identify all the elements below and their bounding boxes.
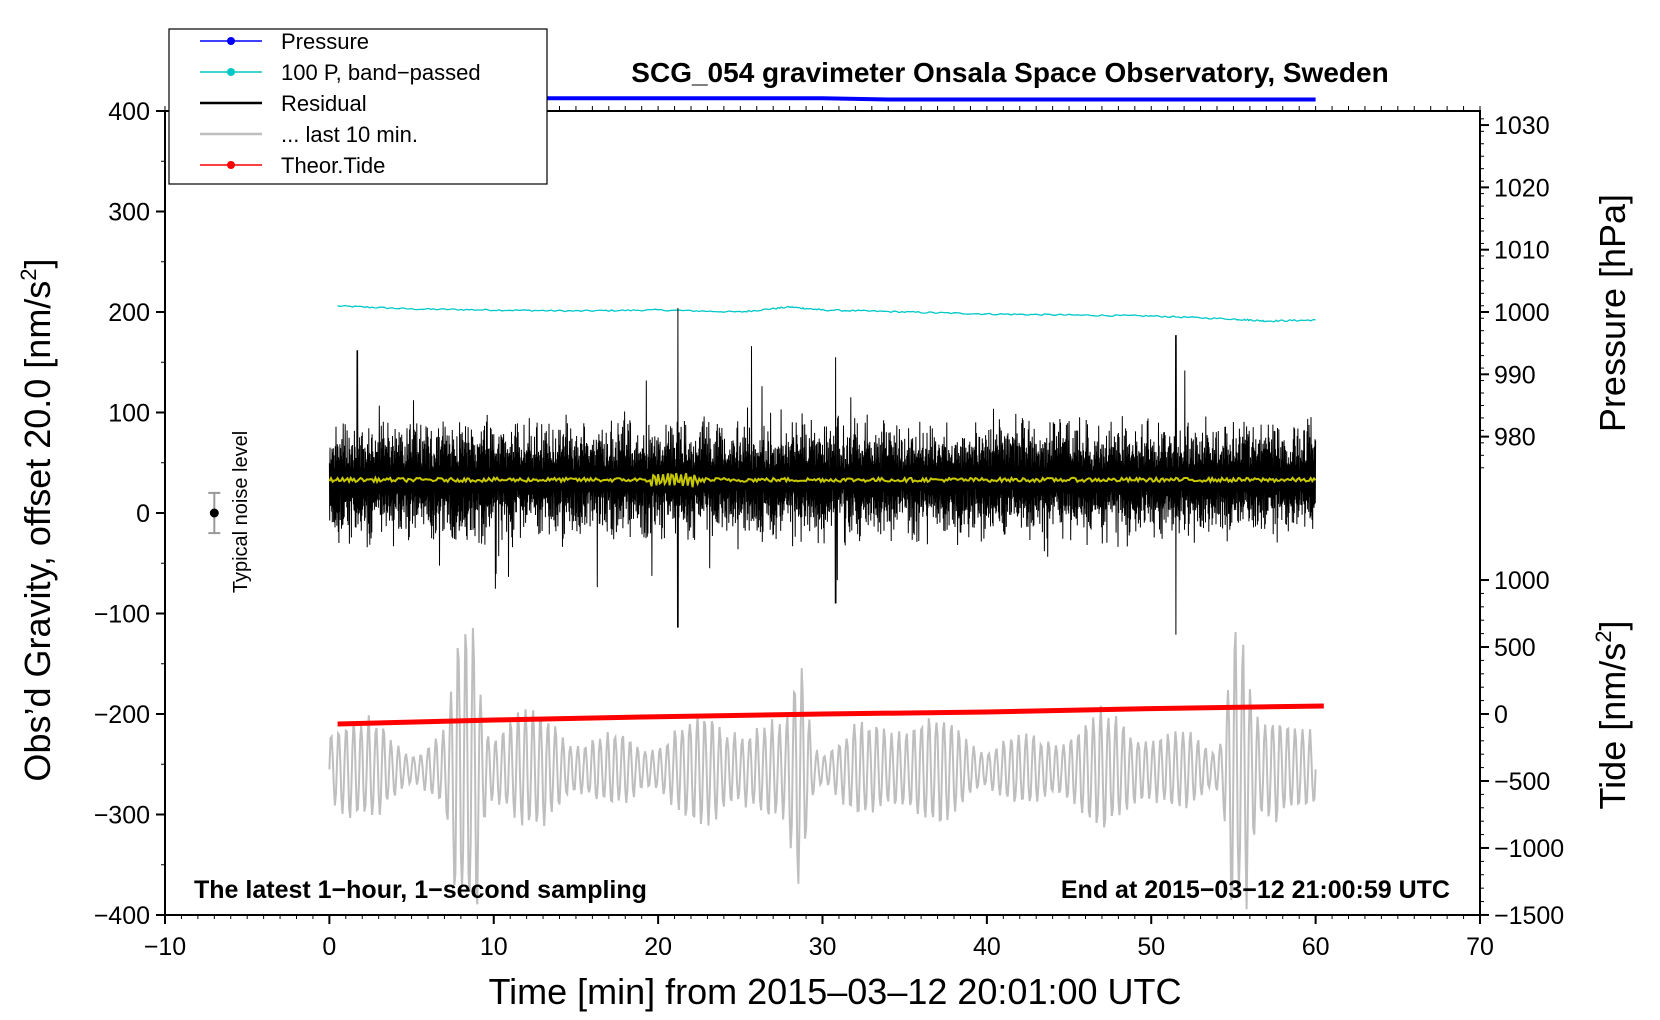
y-axis-left-label-main: Obs’d Gravity, offset 20.0 [nm/s [17, 281, 58, 782]
legend-items: Pressure 100 P, band−passed Residual ... la… [200, 29, 481, 178]
y-axis-left-label: Obs’d Gravity, offset 20.0 [nm/s2] [16, 258, 58, 781]
legend-label: 100 P, band−passed [281, 60, 481, 85]
x-axis: −10 0 10 20 30 40 50 60 70 [144, 915, 1494, 961]
y-axis-left: 400 300 200 100 0 −100 −200 −300 −400 [94, 98, 165, 930]
pressure-tick-label: 1010 [1494, 237, 1550, 265]
noise-level-label: Typical noise level [230, 431, 252, 593]
series-residual-smoothed-line [328, 472, 1317, 488]
series-bandpassed-line [337, 304, 1316, 323]
y-axis-right-pressure-label: Pressure [hPa] [1592, 194, 1633, 432]
y-left-tick-label: 300 [108, 199, 150, 227]
y-axis-right-tide-label-end: ] [1592, 621, 1633, 631]
y-left-tick-label: −400 [94, 902, 150, 930]
pressure-tick-label: 980 [1494, 424, 1536, 452]
x-axis-label: Time [min] from 2015–03–12 20:01:00 UTC [488, 971, 1181, 1012]
y-axis-right-tide-label-main: Tide [nm/s [1592, 643, 1633, 810]
legend-box [168, 28, 548, 185]
tide-tick-label: 0 [1494, 701, 1508, 729]
x-tick-label: 10 [480, 933, 508, 961]
y-axis-left-label-end: ] [17, 258, 58, 268]
series-last10min-line [328, 627, 1317, 910]
tide-tick-label: 1000 [1494, 567, 1550, 595]
legend: Pressure 100 P, band−passed Residual ... la… [168, 28, 548, 185]
pressure-tick-label: 990 [1494, 361, 1536, 389]
y-axis-right-tide-label: Tide [nm/s2] [1591, 621, 1633, 810]
x-tick-label: 70 [1466, 933, 1494, 961]
y-axis-right-tide-label-sup: 2 [1591, 631, 1616, 643]
x-tick-label: 60 [1302, 933, 1330, 961]
pressure-tick-label: 1030 [1494, 112, 1550, 140]
y-left-tick-label: −200 [94, 701, 150, 729]
y-left-tick-label: 100 [108, 400, 150, 428]
x-tick-label: 50 [1137, 933, 1165, 961]
legend-swatch-marker [227, 37, 235, 45]
legend-swatch-marker [227, 161, 235, 169]
pressure-tick-label: 1000 [1494, 299, 1550, 327]
series-layer [328, 96, 1324, 910]
legend-label: Pressure [281, 29, 369, 54]
annotation-bottom-right: End at 2015−03−12 21:00:59 UTC [1061, 876, 1450, 904]
legend-label: Theor.Tide [281, 153, 385, 178]
y-left-tick-label: 0 [136, 500, 150, 528]
annotation-bottom-left: The latest 1−hour, 1−second sampling [194, 876, 647, 904]
series-residual-line [328, 307, 1317, 635]
x-tick-label: 20 [644, 933, 672, 961]
y-axis-right-tide: 1000 500 0 −500 −1000 −1500 [1480, 567, 1564, 930]
x-tick-label: 30 [809, 933, 837, 961]
y-axis-right-pressure: 1030 1020 1010 1000 990 980 [1480, 112, 1550, 469]
y-left-tick-label: −300 [94, 802, 150, 830]
x-tick-label: 40 [973, 933, 1001, 961]
pressure-tick-label: 1020 [1494, 174, 1550, 202]
y-left-tick-label: 200 [108, 299, 150, 327]
typical-noise-bar [208, 491, 221, 535]
y-left-tick-label: 400 [108, 98, 150, 126]
x-tick-label: −10 [144, 933, 186, 961]
series-tide-line [337, 703, 1324, 727]
noise-bar-dot [209, 508, 219, 518]
x-tick-label: 0 [322, 933, 336, 961]
legend-swatch-marker [227, 68, 235, 76]
y-axis-left-label-sup: 2 [16, 268, 41, 280]
tide-tick-label: −1000 [1494, 835, 1564, 863]
legend-label: ... last 10 min. [281, 122, 418, 147]
chart-title: SCG_054 gravimeter Onsala Space Observat… [631, 57, 1388, 88]
tide-tick-label: −1500 [1494, 902, 1564, 930]
y-left-tick-label: −100 [94, 601, 150, 629]
tide-tick-label: −500 [1494, 768, 1550, 796]
legend-label: Residual [281, 91, 367, 116]
tide-tick-label: 500 [1494, 634, 1536, 662]
